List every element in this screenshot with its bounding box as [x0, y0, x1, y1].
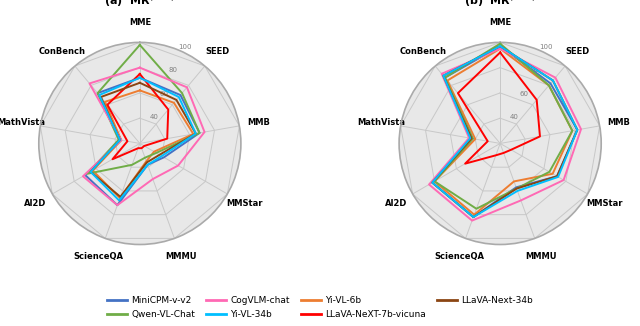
Polygon shape — [401, 42, 600, 238]
Polygon shape — [40, 42, 239, 238]
Title: (b)  MR$^{(F\rightarrow T)}$: (b) MR$^{(F\rightarrow T)}$ — [464, 0, 536, 10]
Legend: MiniCPM-v-v2, Qwen-VL-Chat, CogVLM-chat, Yi-VL-34b, Yi-VL-6b, LLaVA-NeXT-7b-vicu: MiniCPM-v-v2, Qwen-VL-Chat, CogVLM-chat,… — [104, 293, 536, 321]
Title: (a)  MR$^{(T\rightarrow F)}$: (a) MR$^{(T\rightarrow F)}$ — [104, 0, 175, 10]
